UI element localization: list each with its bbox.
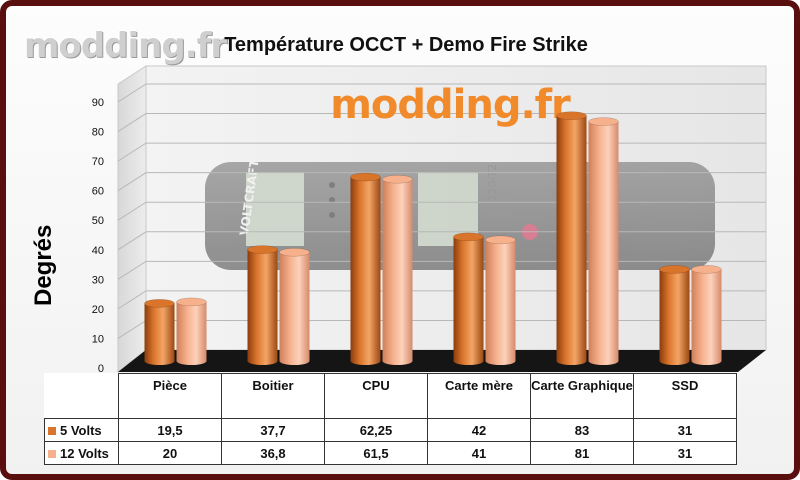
bar-5-volts (659, 265, 690, 365)
category-label-carte-mere: Carte mère (427, 373, 531, 419)
bar-base (176, 357, 207, 365)
table-cell: 20 (118, 441, 222, 465)
bar-5-volts (453, 232, 484, 365)
table-cell: 19,5 (118, 418, 222, 442)
bar-body (556, 115, 587, 361)
bar-base (485, 357, 516, 365)
bar-body (279, 252, 310, 361)
y-tick-label: 70 (92, 156, 104, 168)
site-logo: modding.fr (24, 26, 227, 66)
bar-cap (350, 172, 381, 182)
legend-swatch-12-volts (48, 449, 56, 458)
category-label-ssd: SSD (633, 373, 737, 419)
bar-cap (453, 232, 484, 242)
table-cell: 31 (633, 441, 737, 465)
legend-entry-5-volts: 5 Volts (44, 418, 119, 442)
bar-base (691, 357, 722, 365)
table-row-5-volts: 5 Volts 19,5 37,7 62,25 42 83 31 (44, 418, 737, 442)
bar-5-volts (144, 299, 175, 365)
bar-cap (588, 117, 619, 126)
table-cell: 83 (530, 418, 634, 442)
category-label-boitier: Boitier (221, 373, 325, 419)
bar-12-volts (691, 265, 722, 365)
bars (144, 111, 722, 365)
bar-12-volts (588, 117, 619, 365)
table-cell: 37,7 (221, 418, 325, 442)
bar-base (453, 357, 484, 365)
y-tick-label: 80 (92, 127, 104, 139)
watermark-text: modding.fr (330, 82, 571, 128)
table-corner (45, 374, 119, 419)
y-tick-label: 90 (92, 97, 104, 109)
category-label-pièce: Pièce (118, 373, 222, 419)
data-table: Pièce Boitier CPU Carte mère Carte Graph… (44, 373, 737, 465)
bar-base (382, 357, 413, 365)
chart-title: Température OCCT + Demo Fire Strike (224, 34, 588, 56)
legend-label-12-volts: 12 Volts (60, 445, 109, 461)
bar-cap (382, 174, 413, 184)
bar-body (350, 177, 381, 361)
y-tick-label: 10 (92, 333, 104, 345)
bar-cap (691, 265, 722, 274)
bar-body (176, 301, 207, 361)
legend-entry-12-volts: 12 Volts (44, 441, 119, 465)
bar-body (588, 121, 619, 361)
bar-body (691, 269, 722, 361)
bar-body (485, 239, 516, 361)
table-cell: 36,8 (221, 441, 325, 465)
y-tick-label: 20 (92, 304, 104, 316)
bar-base (588, 357, 619, 365)
bar-12-volts (382, 174, 413, 365)
table-cell: 42 (427, 418, 531, 442)
bar-5-volts (247, 245, 278, 365)
bar-base (247, 357, 278, 365)
bar-5-volts (350, 172, 381, 365)
bar-body (659, 269, 690, 361)
bar-12-volts (279, 247, 310, 365)
bar-body (453, 236, 484, 361)
table-row-12-volts: 12 Volts 20 36,8 61,5 41 81 31 (44, 441, 737, 465)
y-tick-label: 50 (92, 215, 104, 227)
bar-cap (247, 245, 278, 254)
y-tick-label: 0 (98, 363, 104, 375)
y-ticks: 0 10 20 30 40 50 60 70 80 90 (92, 97, 104, 375)
bar-cap (485, 235, 516, 245)
legend-swatch-5-volts (48, 426, 56, 435)
legend-label-5-volts: 5 Volts (60, 422, 102, 438)
y-tick-label: 60 (92, 186, 104, 198)
bar-cap (659, 265, 690, 274)
bar-12-volts (485, 235, 516, 365)
table-cell: 61,5 (324, 441, 428, 465)
bar-body (144, 303, 175, 361)
chart-side-wall (117, 65, 147, 374)
bar-5-volts (556, 111, 587, 365)
bar-base (144, 357, 175, 365)
bar-base (279, 357, 310, 365)
bar-12-volts (176, 297, 207, 365)
bar-cap (279, 247, 310, 257)
bar-body (247, 249, 278, 361)
bar-cap (176, 297, 207, 307)
table-cell: 81 (530, 441, 634, 465)
bar-cap (556, 111, 587, 120)
bar-cap (144, 299, 175, 308)
gridline (117, 83, 766, 103)
category-label-cpu: CPU (324, 373, 428, 419)
bar-base (350, 357, 381, 365)
table-header-row: Pièce Boitier CPU Carte mère Carte Graph… (45, 373, 737, 419)
table-cell: 41 (427, 441, 531, 465)
y-tick-label: 30 (92, 274, 104, 286)
bar-base (659, 357, 690, 365)
category-label-carte-graphique: Carte Graphique (530, 373, 634, 419)
bar-body (382, 179, 413, 361)
device-model-text: PL-120-T2 (486, 164, 499, 218)
table-cell: 62,25 (324, 418, 428, 442)
table-cell: 31 (633, 418, 737, 442)
y-tick-label: 40 (92, 245, 104, 257)
bar-base (556, 357, 587, 365)
